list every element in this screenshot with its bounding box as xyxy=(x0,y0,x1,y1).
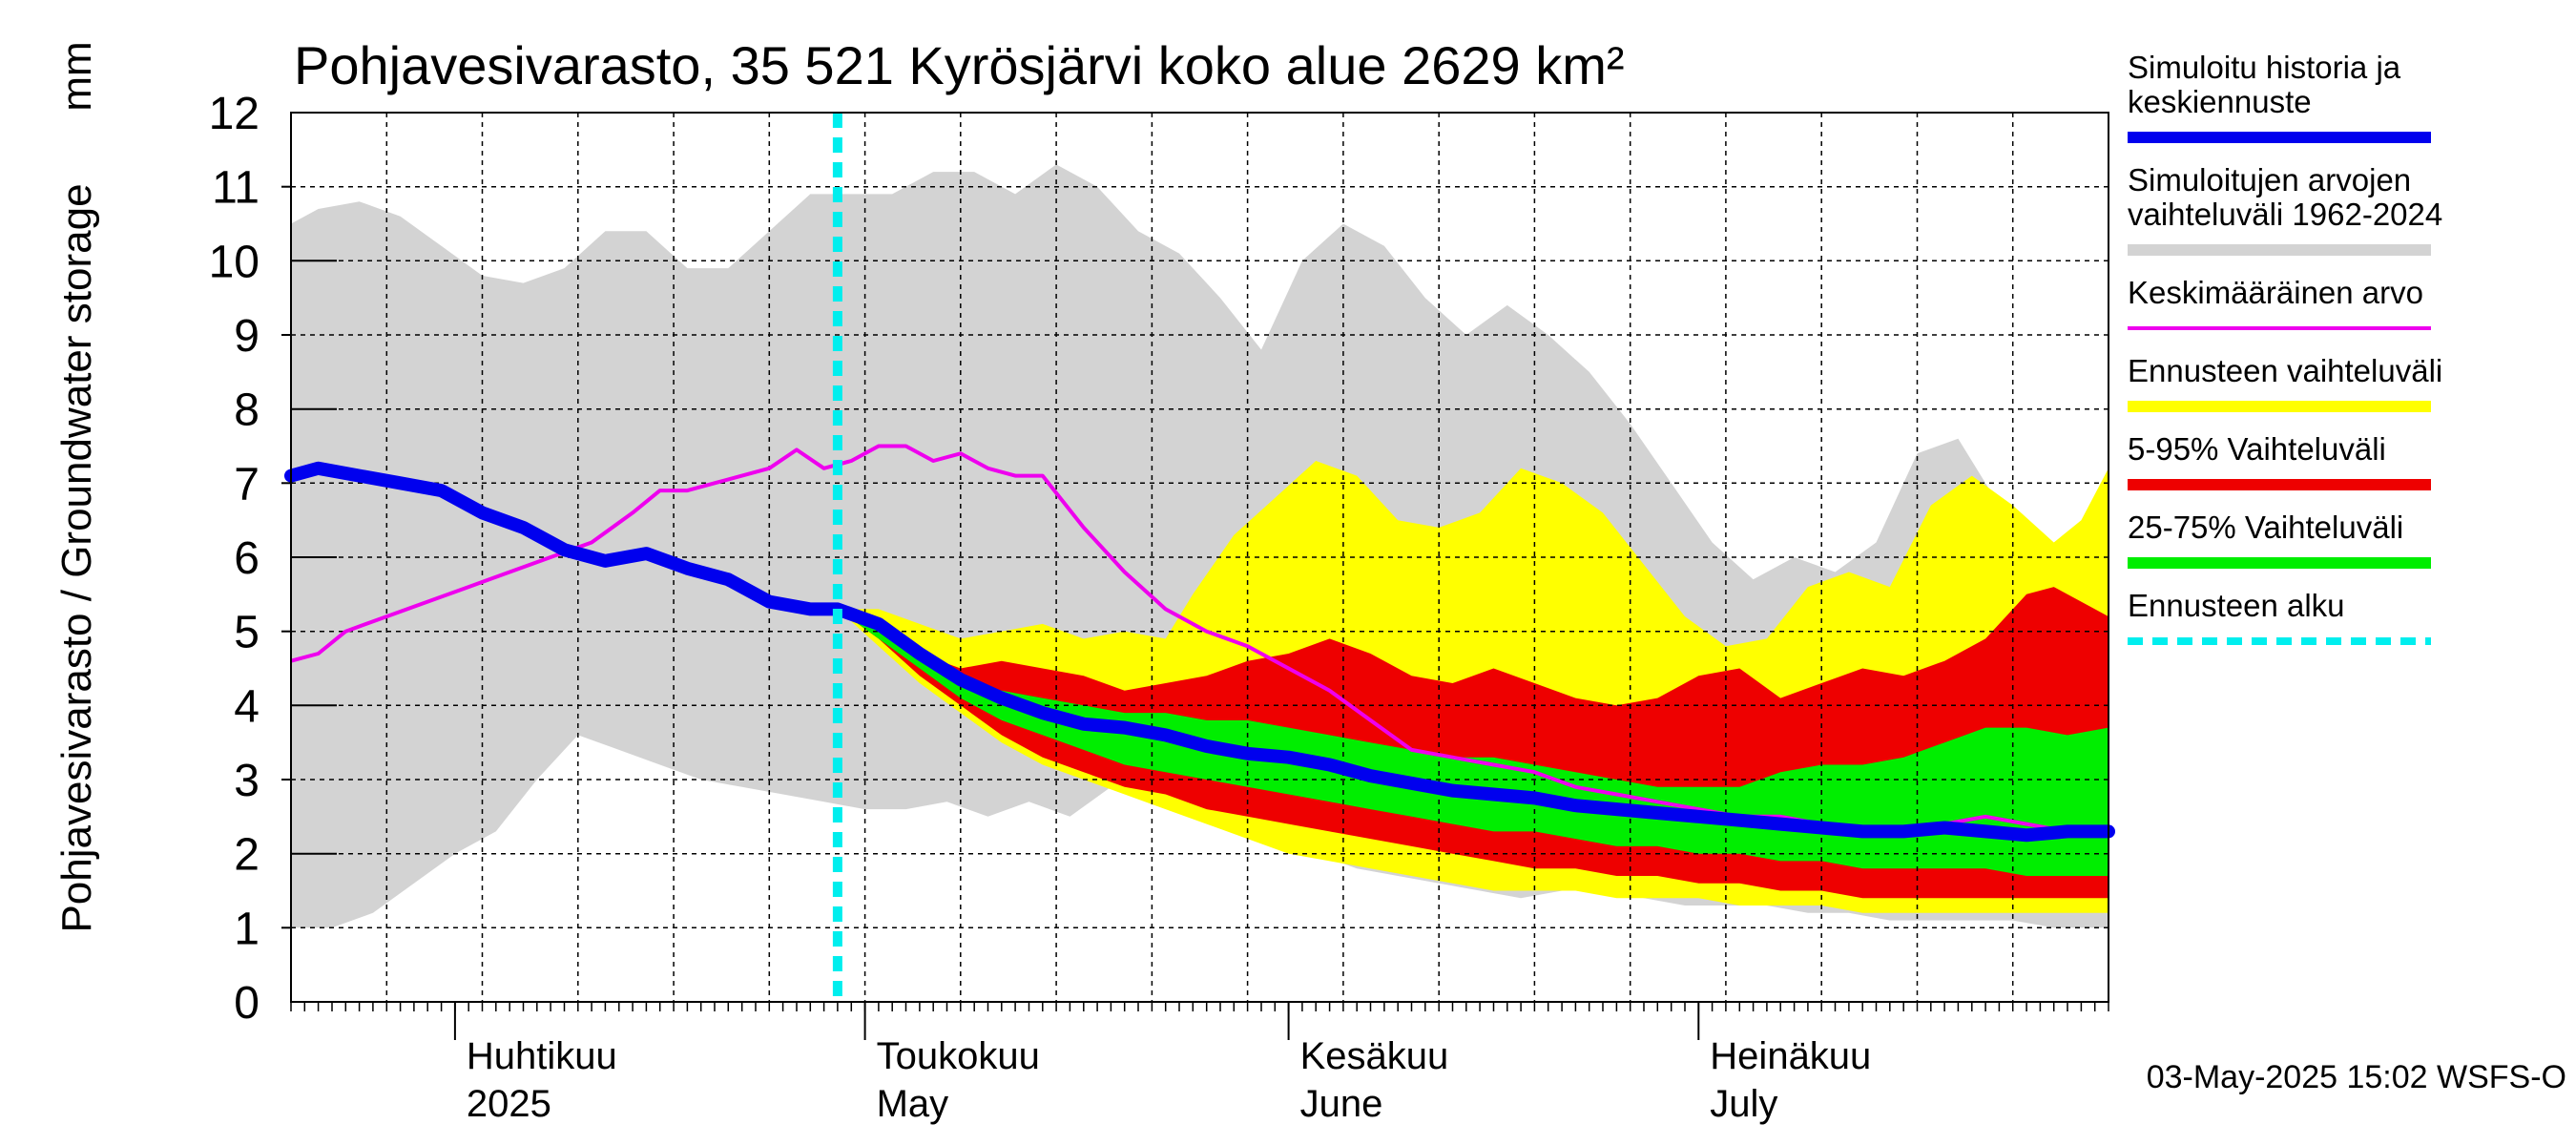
chart-title: Pohjavesivarasto, 35 521 Kyrösjärvi koko… xyxy=(294,35,1625,95)
y-axis-unit: mm xyxy=(53,41,100,111)
legend-item: 5-95% Vaihteluväli xyxy=(2128,431,2431,490)
legend-item: Keskimääräinen arvo xyxy=(2128,275,2431,330)
y-tick-label: 9 xyxy=(234,311,260,362)
legend-label: vaihteluväli 1962-2024 xyxy=(2128,197,2442,232)
y-tick-label: 1 xyxy=(234,904,260,954)
legend-label: Keskimääräinen arvo xyxy=(2128,275,2423,310)
y-tick-label: 7 xyxy=(234,459,260,510)
legend-label: Ennusteen alku xyxy=(2128,588,2345,623)
y-axis-label: Pohjavesivarasto / Groundwater storage xyxy=(53,183,100,932)
legend-item: 25-75% Vaihteluväli xyxy=(2128,510,2431,569)
y-tick-label: 5 xyxy=(234,608,260,658)
y-tick-label: 2 xyxy=(234,830,260,881)
legend-label: 25-75% Vaihteluväli xyxy=(2128,510,2403,545)
legend-item: Ennusteen vaihteluväli xyxy=(2128,353,2442,412)
y-tick-label: 6 xyxy=(234,533,260,584)
legend-label: Simuloitu historia ja xyxy=(2128,50,2401,85)
y-tick-label: 8 xyxy=(234,385,260,436)
legend-label: keskiennuste xyxy=(2128,84,2312,119)
y-tick-label: 12 xyxy=(209,89,260,139)
legend: Simuloitu historia jakeskiennusteSimuloi… xyxy=(2128,50,2442,645)
x-month-sublabel: May xyxy=(877,1083,949,1125)
x-month-label: Kesäkuu xyxy=(1300,1035,1449,1077)
legend-item: Ennusteen alku xyxy=(2128,588,2431,645)
y-tick-label: 11 xyxy=(212,163,260,214)
x-month-sublabel: July xyxy=(1710,1083,1777,1125)
legend-label: Ennusteen vaihteluväli xyxy=(2128,353,2442,388)
footer-timestamp: 03-May-2025 15:02 WSFS-O xyxy=(2147,1059,2566,1095)
lines-layer xyxy=(284,113,2115,1002)
y-tick-label: 10 xyxy=(209,237,260,287)
x-month-label: Huhtikuu xyxy=(467,1035,617,1077)
y-tick-label: 0 xyxy=(234,978,260,1029)
series-history-forecast xyxy=(284,461,2115,843)
legend-label: Simuloitujen arvojen xyxy=(2128,162,2411,198)
x-month-label: Toukokuu xyxy=(877,1035,1040,1077)
x-month-sublabel: 2025 xyxy=(467,1083,551,1125)
y-tick-label: 3 xyxy=(234,756,260,806)
x-month-sublabel: June xyxy=(1300,1083,1383,1125)
bands-layer xyxy=(291,164,2109,928)
axes-layer: 0123456789101112Huhtikuu2025ToukokuuMayK… xyxy=(209,89,2109,1125)
y-tick-label: 4 xyxy=(234,681,260,732)
legend-label: 5-95% Vaihteluväli xyxy=(2128,431,2386,467)
x-month-label: Heinäkuu xyxy=(1710,1035,1871,1077)
band-25-75 xyxy=(837,609,2109,876)
